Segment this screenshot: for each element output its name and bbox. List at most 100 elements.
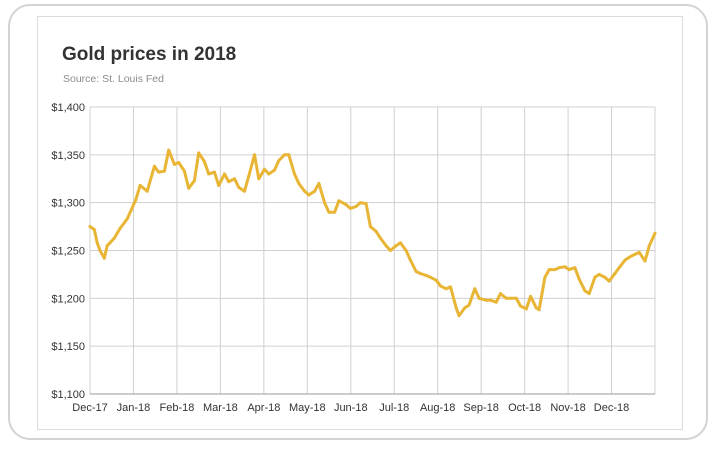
x-tick-label: May-18 — [289, 402, 326, 414]
data-point — [418, 272, 422, 275]
chart-subtitle: Source: St. Louis Fed — [63, 73, 164, 85]
data-point — [633, 252, 637, 256]
data-point — [273, 168, 276, 172]
data-point — [297, 182, 301, 185]
data-point — [623, 258, 627, 262]
data-point — [167, 148, 171, 152]
data-point — [457, 314, 461, 318]
data-point — [463, 306, 467, 310]
x-tick-label: Oct-18 — [508, 402, 541, 414]
data-point — [187, 186, 191, 190]
y-tick-label: $1,350 — [51, 150, 85, 162]
data-point — [223, 172, 226, 176]
data-point — [333, 210, 337, 214]
data-point — [192, 179, 196, 183]
data-point — [477, 296, 481, 300]
data-point — [118, 227, 122, 230]
data-point — [348, 206, 352, 210]
data-point — [177, 161, 181, 164]
y-tick-label: $1,300 — [51, 198, 85, 210]
data-point — [152, 164, 156, 168]
data-point — [499, 292, 502, 296]
data-point — [88, 225, 92, 229]
data-point — [557, 266, 561, 270]
data-point — [603, 275, 607, 279]
data-point — [263, 167, 266, 171]
y-tick-label: $1,200 — [51, 293, 85, 305]
data-point — [172, 162, 176, 166]
data-point — [454, 306, 458, 310]
series-layer — [88, 148, 657, 318]
data-point — [394, 244, 398, 248]
data-point — [237, 185, 241, 189]
data-point — [647, 244, 651, 248]
data-point — [162, 169, 166, 173]
data-point — [287, 153, 291, 157]
data-point — [112, 236, 116, 240]
data-point — [115, 231, 119, 235]
data-point — [627, 255, 631, 259]
y-tick-label: $1,250 — [51, 246, 85, 258]
data-point — [354, 205, 358, 208]
data-point — [327, 210, 331, 214]
data-point — [637, 250, 641, 254]
x-tick-label: Nov-18 — [550, 402, 585, 414]
data-point — [368, 225, 372, 229]
y-tick-label: $1,100 — [51, 389, 85, 401]
x-tick-label: Dec-17 — [72, 402, 107, 414]
data-point — [105, 244, 109, 248]
data-point — [643, 259, 647, 263]
data-point — [519, 304, 522, 308]
data-point — [408, 258, 412, 262]
grid-lines — [89, 106, 656, 395]
data-point — [217, 183, 221, 187]
x-tick-label: Mar-18 — [203, 402, 238, 414]
chart-panel — [37, 16, 683, 430]
x-tick-label: Dec-18 — [594, 402, 629, 414]
data-point — [424, 273, 428, 277]
data-point — [428, 275, 432, 279]
data-point — [543, 275, 547, 279]
data-point — [607, 279, 611, 283]
data-point — [277, 159, 281, 163]
data-point — [438, 284, 442, 288]
data-point — [444, 287, 448, 291]
y-tick-label: $1,400 — [51, 102, 85, 114]
x-tick-label: Feb-18 — [159, 402, 194, 414]
data-point — [593, 275, 597, 279]
data-point — [98, 249, 102, 252]
data-point — [504, 296, 508, 300]
data-point — [489, 298, 492, 302]
data-point — [138, 183, 142, 187]
data-point — [102, 256, 106, 260]
data-point — [374, 229, 378, 233]
x-tick-label: Jun-18 — [334, 402, 368, 414]
data-point — [243, 189, 246, 193]
y-axis: $1,100 $1,150 $1,200 $1,250 $1,300 $1,350 $1,4… — [51, 102, 85, 401]
data-point — [364, 202, 368, 206]
data-point — [212, 170, 216, 174]
data-point — [303, 189, 307, 193]
data-point — [108, 241, 112, 245]
data-point — [388, 249, 392, 252]
data-point — [537, 308, 541, 312]
data-point — [553, 268, 557, 272]
data-point — [358, 201, 362, 205]
x-tick-label: Sep-18 — [463, 402, 498, 414]
data-point — [514, 296, 518, 300]
data-point — [484, 298, 488, 302]
data-point — [344, 203, 348, 207]
y-tick-label: $1,150 — [51, 341, 85, 353]
data-point — [534, 306, 538, 310]
data-point — [384, 244, 388, 248]
data-point — [494, 300, 498, 304]
data-point — [597, 272, 601, 276]
data-point — [398, 241, 402, 245]
data-point — [577, 277, 581, 281]
data-point — [404, 249, 408, 252]
x-tick-label: Apr-18 — [247, 402, 280, 414]
data-point — [378, 236, 382, 240]
data-point — [267, 172, 271, 176]
data-point — [157, 170, 161, 174]
data-point — [227, 180, 231, 184]
